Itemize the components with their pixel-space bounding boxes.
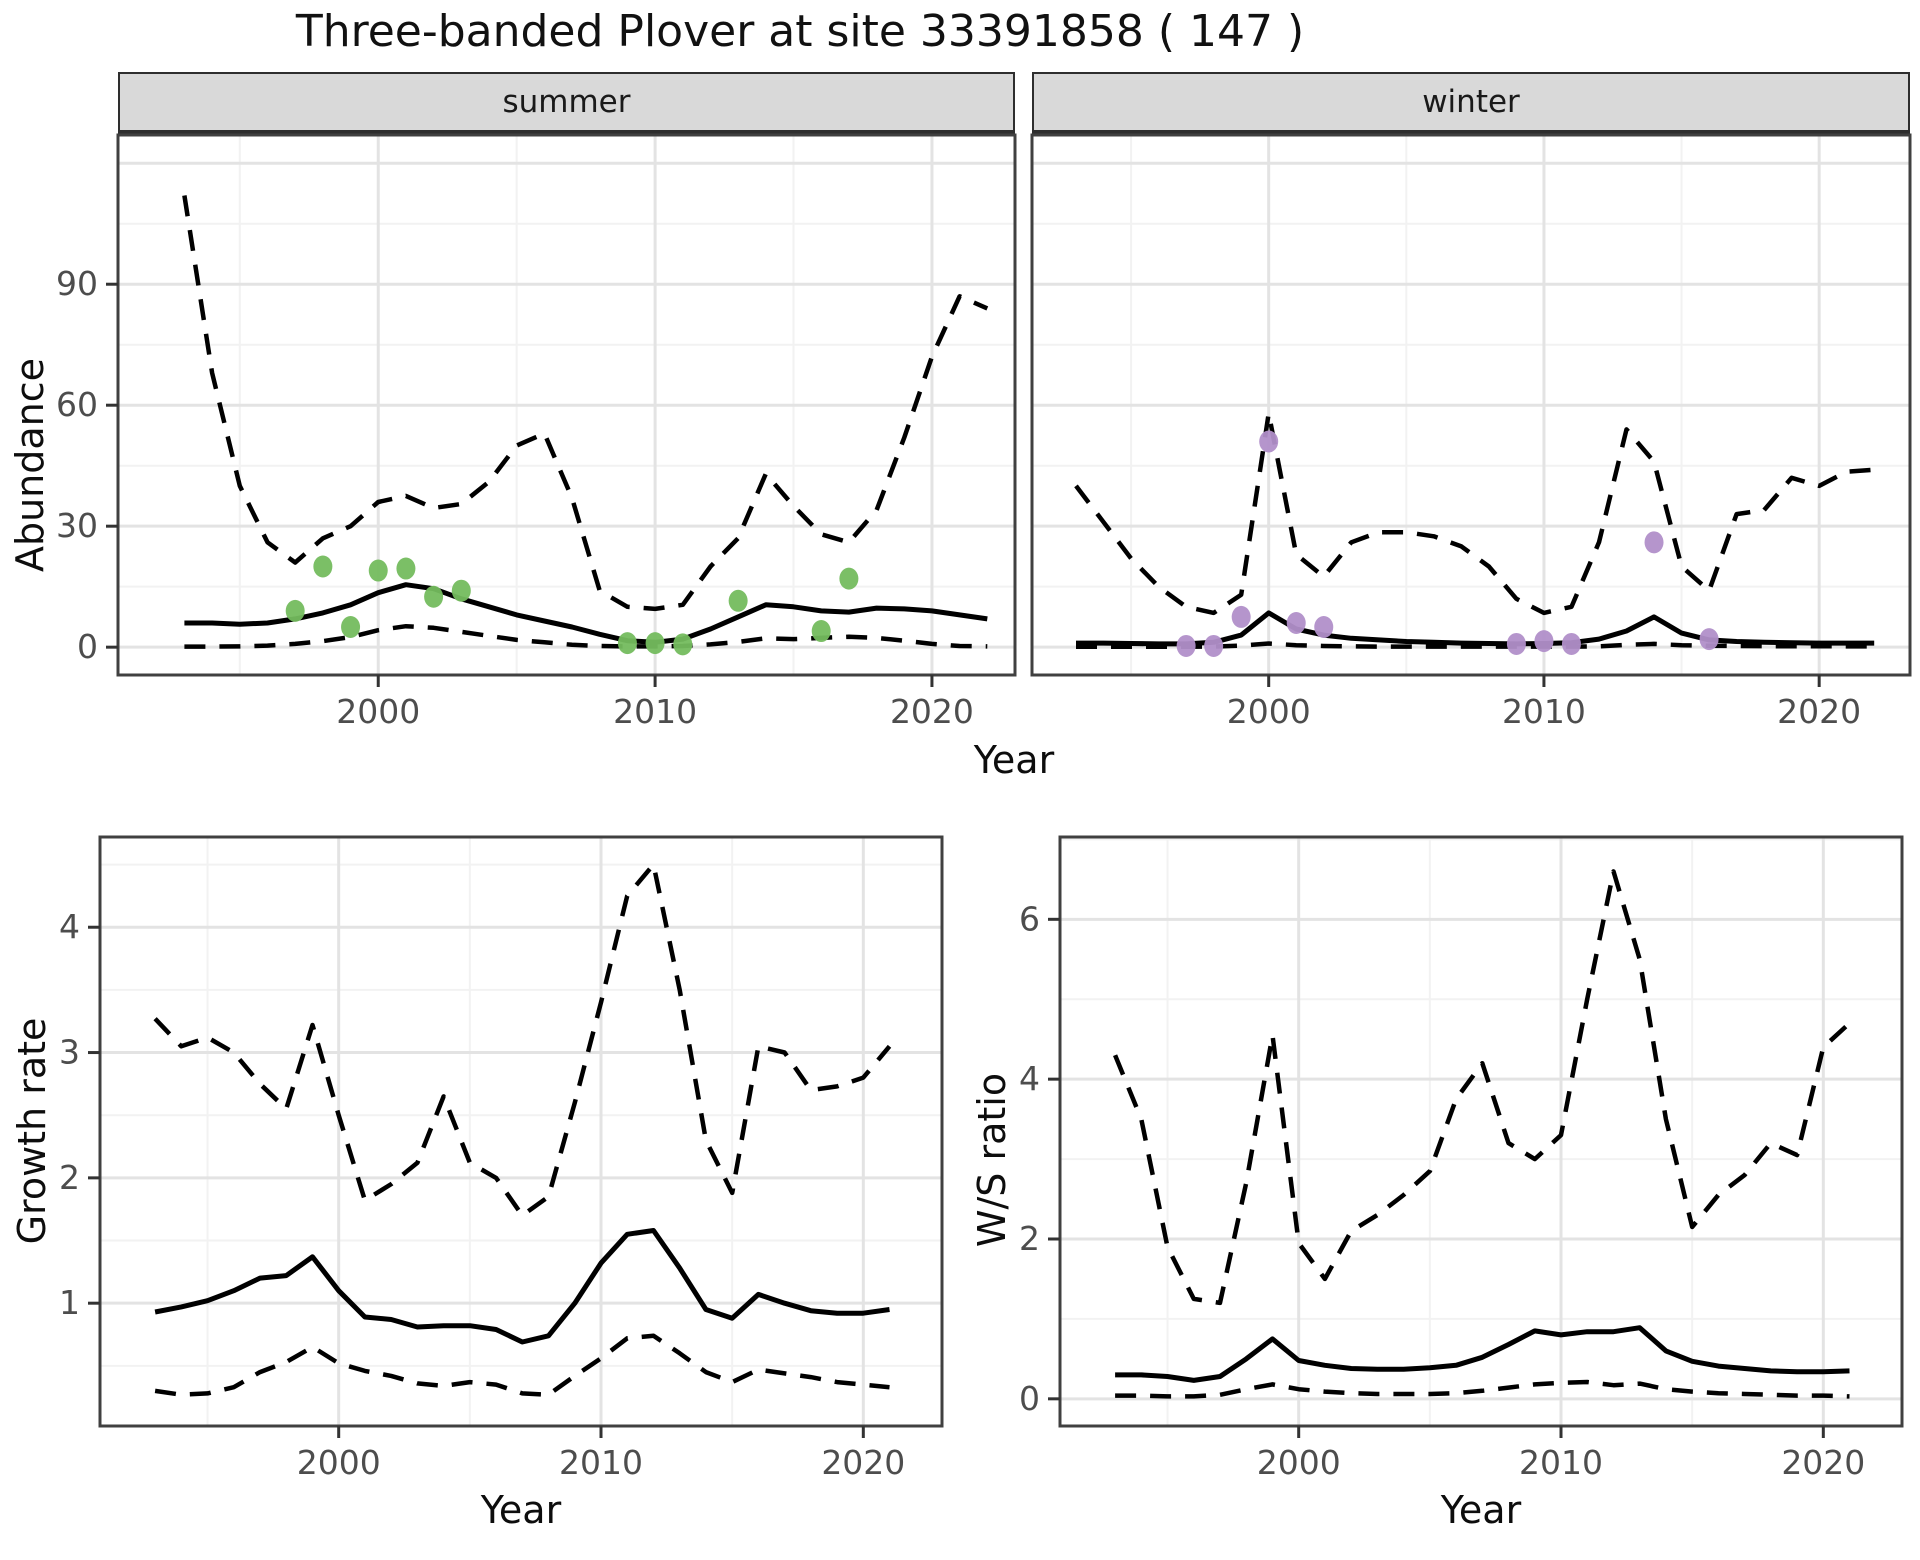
observed-counts-summer-point	[728, 589, 748, 612]
observed-counts-winter-point	[1204, 634, 1224, 657]
x-tick-label: 2020	[1781, 1443, 1865, 1482]
lower-95-ci-line	[184, 623, 988, 649]
observed-counts-winter-point	[1561, 632, 1581, 655]
x-axis-title-growth: Year	[480, 1488, 562, 1532]
y-tick-label: 0	[77, 627, 98, 666]
observed-counts-summer-point	[617, 632, 637, 655]
observed-counts-winter-point	[1259, 430, 1279, 453]
observed-counts-summer-point	[645, 632, 665, 655]
x-tick-label: 2000	[1227, 692, 1311, 731]
panel-summer-svg: 2000 2010 2020 0 30 60 90	[56, 133, 1017, 731]
lower-95-ci-line	[154, 1333, 890, 1397]
x-tick-label: 2010	[1519, 1443, 1603, 1482]
abundance-summer-panel: 2000 2010 2020 0 30 60 90	[56, 133, 1017, 731]
observed-counts-winter-point	[1644, 531, 1664, 554]
y-tick-label: 3	[59, 1033, 80, 1072]
y-axis-title-abundance: Abundance	[8, 357, 52, 573]
x-tick-label: 2020	[821, 1443, 905, 1482]
observed-counts-winter-point	[1506, 632, 1526, 655]
x-tick-label: 2020	[890, 692, 974, 731]
observed-counts-summer-point	[396, 557, 416, 580]
observed-counts-winter-point	[1231, 605, 1251, 628]
panel-border	[1058, 835, 1904, 1428]
panel-border	[98, 835, 944, 1428]
x-axis-title-top: Year	[973, 738, 1055, 782]
panel-winter-svg: 2000 2010 2020	[1030, 133, 1912, 731]
observed-counts-summer-point	[368, 559, 388, 582]
abundance-winter-panel: 2000 2010 2020	[1030, 133, 1912, 731]
modelled-mean-line	[1076, 610, 1875, 647]
y-tick-label: 30	[56, 506, 98, 545]
modelled-mean-line	[154, 1228, 890, 1345]
observed-counts-summer-point	[451, 579, 471, 602]
observed-counts-winter-point	[1176, 634, 1196, 657]
lower-95-ci-line	[1076, 641, 1875, 650]
observed-counts-winter-point	[1314, 616, 1334, 639]
y-tick-label: 2	[59, 1158, 80, 1197]
y-tick-label: 4	[59, 907, 80, 946]
y-tick-label: 2	[1019, 1219, 1040, 1258]
upper-95-ci-line	[182, 195, 989, 612]
x-tick-label: 2010	[613, 692, 697, 731]
plot-title: Three-banded Plover at site 33391858 ( 1…	[295, 6, 1305, 57]
y-tick-label: 90	[56, 264, 98, 303]
panel-ws-svg: 2000 2010 2020 0 2 4 6	[1019, 835, 1904, 1482]
x-tick-label: 2000	[336, 692, 420, 731]
y-tick-label: 60	[56, 385, 98, 424]
facet-strip-summer: summer	[118, 72, 1015, 135]
observed-counts-summer-point	[424, 585, 444, 608]
x-axis-title-ws: Year	[1440, 1488, 1522, 1532]
upper-95-ci-line	[153, 862, 892, 1218]
observed-counts-winter-point	[1286, 611, 1306, 634]
x-tick-label: 2000	[1257, 1443, 1341, 1482]
facet-strip-winter-label: winter	[1422, 84, 1520, 120]
observed-counts-summer-point	[285, 599, 305, 622]
panel-growth-svg: 2000 2010 2020 1 2 3 4	[59, 835, 944, 1482]
observed-counts-winter-point	[1699, 628, 1719, 651]
ws-ratio-panel: 2000 2010 2020 0 2 4 6	[1019, 835, 1904, 1482]
observed-counts-summer-point	[313, 555, 333, 578]
observed-counts-summer-point	[341, 616, 361, 639]
observed-counts-summer-point	[811, 620, 831, 643]
y-axis-title-ws-ratio: W/S ratio	[970, 1072, 1014, 1248]
x-tick-label: 2010	[559, 1443, 643, 1482]
x-tick-label: 2000	[297, 1443, 381, 1482]
panel-border	[1030, 133, 1912, 677]
upper-95-ci-line	[1113, 869, 1852, 1306]
y-tick-label: 0	[1019, 1379, 1040, 1418]
modelled-mean-line	[184, 582, 988, 645]
y-axis-title-growth-rate: Growth rate	[10, 1017, 54, 1245]
lower-95-ci-line	[1115, 1379, 1850, 1399]
observed-counts-winter-point	[1534, 630, 1554, 653]
y-tick-label: 6	[1019, 899, 1040, 938]
x-tick-label: 2010	[1502, 692, 1586, 731]
x-tick-label: 2020	[1777, 692, 1861, 731]
observed-counts-summer-point	[839, 567, 859, 590]
growth-rate-panel: 2000 2010 2020 1 2 3 4	[59, 835, 944, 1482]
y-tick-label: 1	[59, 1283, 80, 1322]
upper-95-ci-line	[1074, 411, 1875, 616]
facet-strip-summer-label: summer	[502, 84, 631, 120]
facet-strip-winter: winter	[1032, 72, 1910, 135]
observed-counts-summer-point	[673, 633, 693, 656]
modelled-mean-line	[1115, 1325, 1850, 1383]
y-tick-label: 4	[1019, 1059, 1040, 1098]
